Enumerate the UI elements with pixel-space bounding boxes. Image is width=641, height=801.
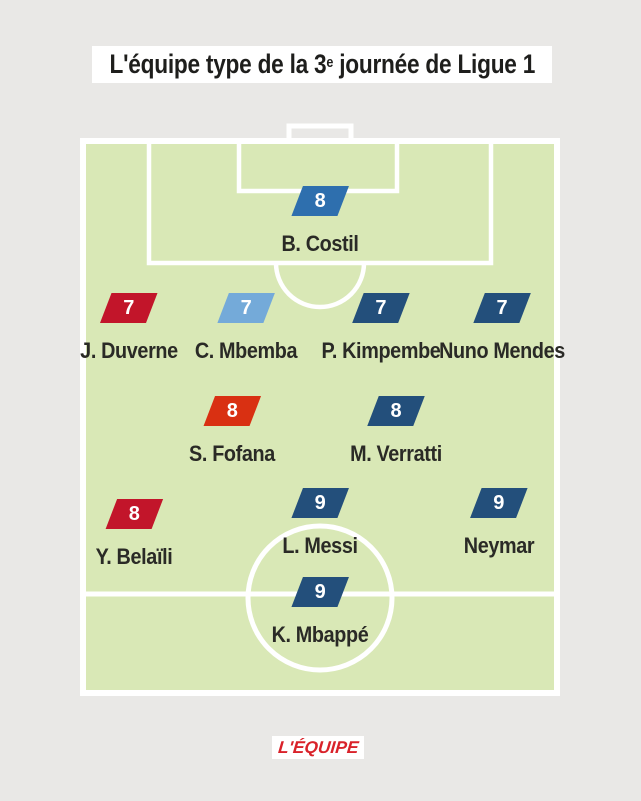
- player-name: K. Mbappé: [271, 622, 369, 647]
- rating-value: 8: [390, 400, 402, 422]
- player-nuno-mendes: 7 Nuno Mendes: [432, 293, 572, 366]
- center-circle: [245, 523, 395, 673]
- rating-value: 9: [493, 492, 505, 514]
- player-name: M. Verratti: [350, 441, 442, 466]
- rating-value: 7: [375, 297, 387, 319]
- player-name: S. Fofana: [189, 441, 275, 466]
- rating-badge: 8: [203, 396, 261, 426]
- rating-value: 9: [314, 492, 326, 514]
- rating-value: 7: [123, 297, 135, 319]
- player-kimpembe: 7 P. Kimpembe: [315, 293, 447, 366]
- player-duverne: 7 J. Duverne: [75, 293, 184, 366]
- lequipe-logo: L'ÉQUIPE: [272, 736, 364, 759]
- player-belaili: 8 Y. Belaïli: [91, 499, 176, 572]
- rating-badge: 8: [105, 499, 163, 529]
- player-messi: 9 L. Messi: [278, 488, 362, 561]
- rating-value: 9: [314, 581, 326, 603]
- player-name: Neymar: [463, 533, 535, 558]
- title-band: L'équipe type de la 3e journée de Ligue …: [92, 46, 552, 83]
- rating-value: 8: [314, 190, 326, 212]
- player-fofana: 8 S. Fofana: [184, 396, 279, 469]
- player-costil: 8 B. Costil: [277, 186, 363, 259]
- rating-value: 8: [226, 400, 238, 422]
- rating-badge: 7: [473, 293, 531, 323]
- player-verratti: 8 M. Verratti: [345, 396, 447, 469]
- rating-badge: 8: [367, 396, 425, 426]
- page-title: L'équipe type de la 3e journée de Ligue …: [109, 49, 535, 79]
- penalty-arc: [273, 262, 367, 310]
- lequipe-logo-text: L'ÉQUIPE: [277, 737, 360, 757]
- rating-value: 7: [496, 297, 508, 319]
- penalty-area-line: [146, 143, 494, 266]
- player-name: Y. Belaïli: [95, 544, 173, 569]
- rating-badge: 9: [470, 488, 528, 518]
- player-mbappe: 9 K. Mbappé: [266, 577, 374, 650]
- rating-badge: 7: [217, 293, 275, 323]
- player-name: Nuno Mendes: [439, 338, 565, 363]
- player-name: P. Kimpembe: [321, 338, 441, 363]
- player-mbemba: 7 C. Mbemba: [189, 293, 303, 366]
- rating-badge: 7: [352, 293, 410, 323]
- rating-value: 8: [128, 503, 140, 525]
- rating-badge: 8: [291, 186, 349, 216]
- player-name: C. Mbemba: [194, 338, 298, 363]
- rating-value: 7: [240, 297, 252, 319]
- player-name: B. Costil: [281, 231, 359, 256]
- player-neymar: 9 Neymar: [460, 488, 538, 561]
- player-name: L. Messi: [282, 533, 358, 558]
- rating-badge: 9: [291, 488, 349, 518]
- rating-badge: 9: [291, 577, 349, 607]
- rating-badge: 7: [100, 293, 158, 323]
- player-name: J. Duverne: [80, 338, 178, 363]
